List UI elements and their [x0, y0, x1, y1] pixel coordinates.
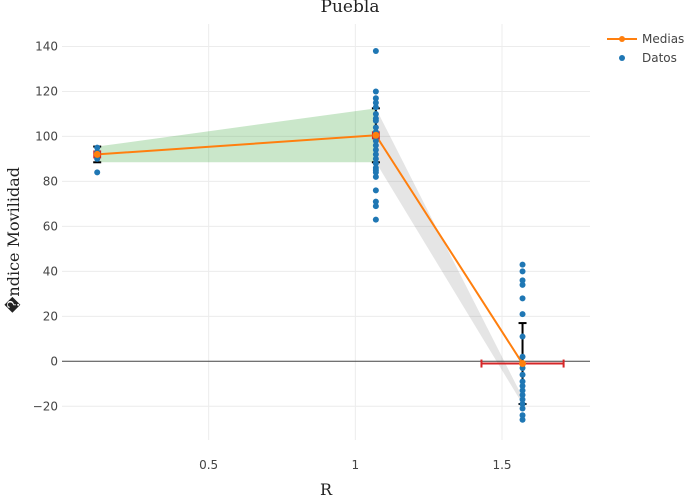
datos-point-29: [372, 115, 379, 122]
datos-point-25: [372, 198, 379, 205]
datos-point-36: [519, 333, 526, 340]
datos-point-45: [519, 405, 526, 412]
y-tick-label-4: 60: [43, 219, 58, 233]
datos-point-27: [372, 216, 379, 223]
datos-point-5: [372, 47, 379, 54]
medias-marker-1: [372, 131, 380, 139]
x-tick-label-1: 1: [352, 458, 360, 472]
datos-points: [94, 47, 526, 423]
legend-datos-marker: [619, 55, 625, 61]
datos-point-20: [372, 160, 379, 167]
datos-point-12: [372, 124, 379, 131]
medias-markers: [93, 131, 527, 368]
datos-point-34: [519, 295, 526, 302]
confidence-bands: [97, 108, 523, 405]
x-axis-title: R: [320, 480, 333, 499]
y-tick-label-2: 20: [43, 309, 58, 323]
datos-point-41: [519, 387, 526, 394]
x-tick-label-0: 0.5: [199, 458, 218, 472]
y-tick-label-5: 80: [43, 174, 58, 188]
y-tick-label-1: 0: [50, 354, 58, 368]
datos-point-17: [372, 146, 379, 153]
datos-point-46: [519, 412, 526, 419]
medias-line-layer: [97, 134, 524, 365]
datos-point-33: [519, 281, 526, 288]
medias-line: [97, 134, 524, 365]
medias-marker-0: [93, 150, 101, 158]
y-tick-labels: −20 0 20 40 60 80 100 120 140: [33, 39, 58, 413]
legend-item-datos[interactable]: Datos: [619, 51, 677, 65]
datos-point-38: [519, 371, 526, 378]
grid-lines: [62, 24, 590, 440]
y-tick-label-3: 40: [43, 264, 58, 278]
datos-point-6: [372, 88, 379, 95]
datos-point-47: [519, 416, 526, 423]
datos-point-8: [372, 99, 379, 106]
datos-point-10: [372, 110, 379, 117]
datos-point-4: [94, 144, 101, 151]
green-confidence-band: [97, 108, 376, 163]
datos-point-40: [519, 383, 526, 390]
datos-point-18: [372, 151, 379, 158]
legend-medias-label: Medias: [642, 32, 684, 46]
y-axis-title: �ndice Movilidad: [4, 167, 23, 313]
datos-point-9: [372, 104, 379, 111]
datos-point-23: [372, 173, 379, 180]
legend[interactable]: Medias Datos: [607, 32, 684, 65]
datos-point-32: [519, 277, 526, 284]
x-tick-label-2: 1.5: [492, 458, 511, 472]
chart-title: Puebla: [321, 0, 380, 17]
datos-point-15: [372, 137, 379, 144]
y-tick-label-7: 120: [35, 84, 58, 98]
datos-point-19: [372, 155, 379, 162]
datos-point-42: [519, 392, 526, 399]
datos-point-35: [519, 311, 526, 318]
datos-point-26: [372, 203, 379, 210]
medias-marker-2: [519, 360, 527, 368]
legend-medias-marker: [619, 36, 625, 42]
datos-point-48: [519, 353, 526, 360]
y-tick-label-6: 100: [35, 129, 58, 143]
datos-point-44: [519, 401, 526, 408]
datos-point-30: [519, 261, 526, 268]
datos-point-28: [372, 167, 379, 174]
datos-point-16: [372, 142, 379, 149]
datos-point-7: [372, 95, 379, 102]
datos-point-39: [519, 378, 526, 385]
legend-item-medias[interactable]: Medias: [607, 32, 684, 46]
y-tick-label-0: −20: [33, 399, 58, 413]
gray-confidence-band: [375, 108, 523, 405]
y-tick-label-8: 140: [35, 39, 58, 53]
datos-point-0: [94, 169, 101, 176]
legend-datos-label: Datos: [642, 51, 677, 65]
datos-point-31: [519, 268, 526, 275]
datos-point-43: [519, 396, 526, 403]
datos-point-24: [372, 187, 379, 194]
x-tick-labels: 0.5 1 1.5: [199, 458, 511, 472]
